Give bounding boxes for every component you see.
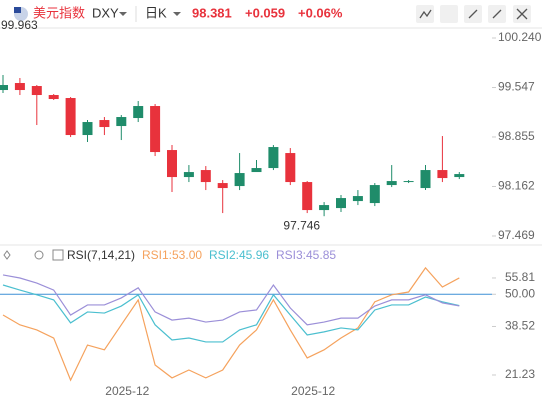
candle-body — [31, 86, 42, 96]
legend-entry: RSI1:53.00 — [142, 248, 202, 262]
dropdown-arrow[interactable] — [119, 12, 127, 16]
candle-body — [234, 173, 245, 187]
candle-body — [99, 120, 110, 128]
candle-body — [82, 122, 93, 136]
candle-body — [285, 153, 296, 183]
candle-body — [167, 150, 177, 178]
candle-body — [369, 185, 380, 204]
candle-body — [200, 170, 211, 183]
candle-body — [268, 147, 279, 169]
y-tick-label: 38.52 — [505, 319, 535, 333]
candle-body — [217, 183, 228, 189]
candle-body — [0, 85, 8, 91]
y-tick-label: 98.855 — [498, 129, 535, 143]
tool-button[interactable] — [440, 5, 458, 23]
flag-canton — [14, 7, 21, 13]
indicator-icon[interactable] — [52, 249, 64, 261]
y-tick-label: 21.23 — [505, 367, 535, 381]
price-annotation: 99.963 — [1, 18, 38, 32]
tool-icons — [419, 8, 528, 20]
settings-icon[interactable] — [34, 250, 44, 260]
candle-body — [386, 181, 397, 186]
candle-body — [319, 205, 330, 211]
price-annotation: 97.746 — [283, 218, 320, 232]
y-tick-label: 99.547 — [498, 80, 535, 94]
candle-body — [14, 83, 25, 91]
candle-body — [133, 106, 144, 119]
x-tick-label: 2025-12 — [105, 384, 149, 398]
y-tick-label: 98.162 — [498, 179, 535, 193]
candle-body — [437, 170, 448, 179]
y-tick-label: 55.81 — [505, 270, 535, 284]
index-name: 美元指数 — [33, 5, 85, 20]
candle-body — [65, 98, 76, 136]
candle-body — [251, 168, 262, 173]
dropdown-arrow[interactable] — [173, 12, 181, 16]
y-tick-label: 50.00 — [505, 286, 535, 300]
candle-body — [116, 117, 127, 127]
rsi-line — [2, 274, 460, 326]
candle-body — [48, 95, 59, 100]
change: +0.059 — [245, 5, 285, 20]
candle-body — [420, 170, 431, 189]
price: 98.381 — [192, 5, 232, 20]
y-tick-label: 100.240 — [498, 30, 542, 44]
rsi-title: RSI(7,14,21) — [67, 248, 135, 262]
symbol[interactable]: DXY — [92, 5, 119, 20]
rsi-line — [2, 284, 460, 343]
candle-body — [454, 174, 465, 178]
candle-body — [403, 181, 414, 183]
legend-entry: RSI3:45.85 — [276, 248, 336, 262]
candle-body — [150, 106, 161, 153]
candle-body — [183, 172, 194, 178]
candle-body — [302, 182, 313, 211]
legend-entry: RSI2:45.96 — [209, 248, 269, 262]
collapse-icon[interactable] — [3, 250, 11, 260]
rsi-line — [2, 266, 460, 382]
candle-body — [336, 198, 346, 209]
period[interactable]: 日K — [145, 5, 167, 20]
candle-body — [352, 196, 363, 202]
change-pct: +0.06% — [298, 5, 343, 20]
x-tick-label: 2025-12 — [291, 384, 335, 398]
y-tick-label: 97.469 — [498, 228, 535, 242]
